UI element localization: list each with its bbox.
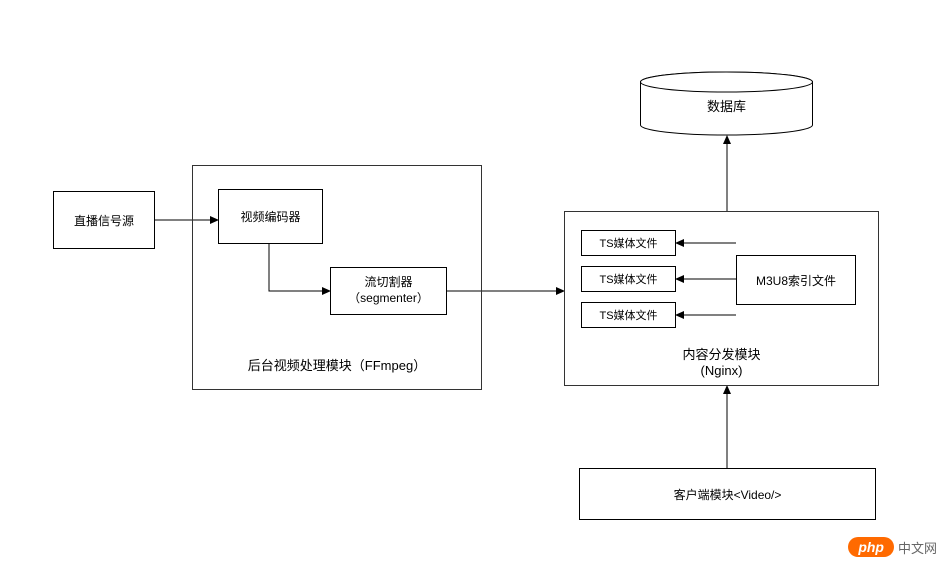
database-cylinder: 数据库: [639, 71, 814, 136]
database-label: 数据库: [639, 99, 814, 116]
segmenter-node: 流切割器 （segmenter）: [330, 267, 447, 315]
source-node: 直播信号源: [53, 191, 155, 249]
encoder-label: 视频编码器: [240, 208, 300, 225]
ts2-label: TS媒体文件: [599, 271, 657, 287]
client-label: 客户端模块<Video/>: [674, 486, 782, 503]
watermark: php 中文网: [848, 537, 937, 557]
ffmpeg-container-label: 后台视频处理模块（FFmpeg）: [192, 355, 482, 374]
m3u8-label: M3U8索引文件: [756, 272, 836, 289]
ts3-label: TS媒体文件: [599, 307, 657, 323]
ts-file-2: TS媒体文件: [581, 266, 676, 292]
nginx-container-label: 内容分发模块 (Nginx): [564, 344, 879, 378]
watermark-text: 中文网: [898, 538, 937, 557]
segmenter-label-1: 流切割器: [364, 275, 412, 289]
ts1-label: TS媒体文件: [599, 235, 657, 251]
nginx-label-line1: 内容分发模块: [682, 347, 760, 362]
encoder-node: 视频编码器: [218, 189, 323, 244]
segmenter-label-2: （segmenter）: [348, 291, 429, 305]
ts-file-3: TS媒体文件: [581, 302, 676, 328]
ts-file-1: TS媒体文件: [581, 230, 676, 256]
client-node: 客户端模块<Video/>: [579, 468, 876, 520]
watermark-logo: php: [848, 537, 894, 557]
m3u8-node: M3U8索引文件: [736, 255, 856, 305]
source-label: 直播信号源: [74, 212, 134, 229]
nginx-label-line2: (Nginx): [701, 363, 743, 378]
